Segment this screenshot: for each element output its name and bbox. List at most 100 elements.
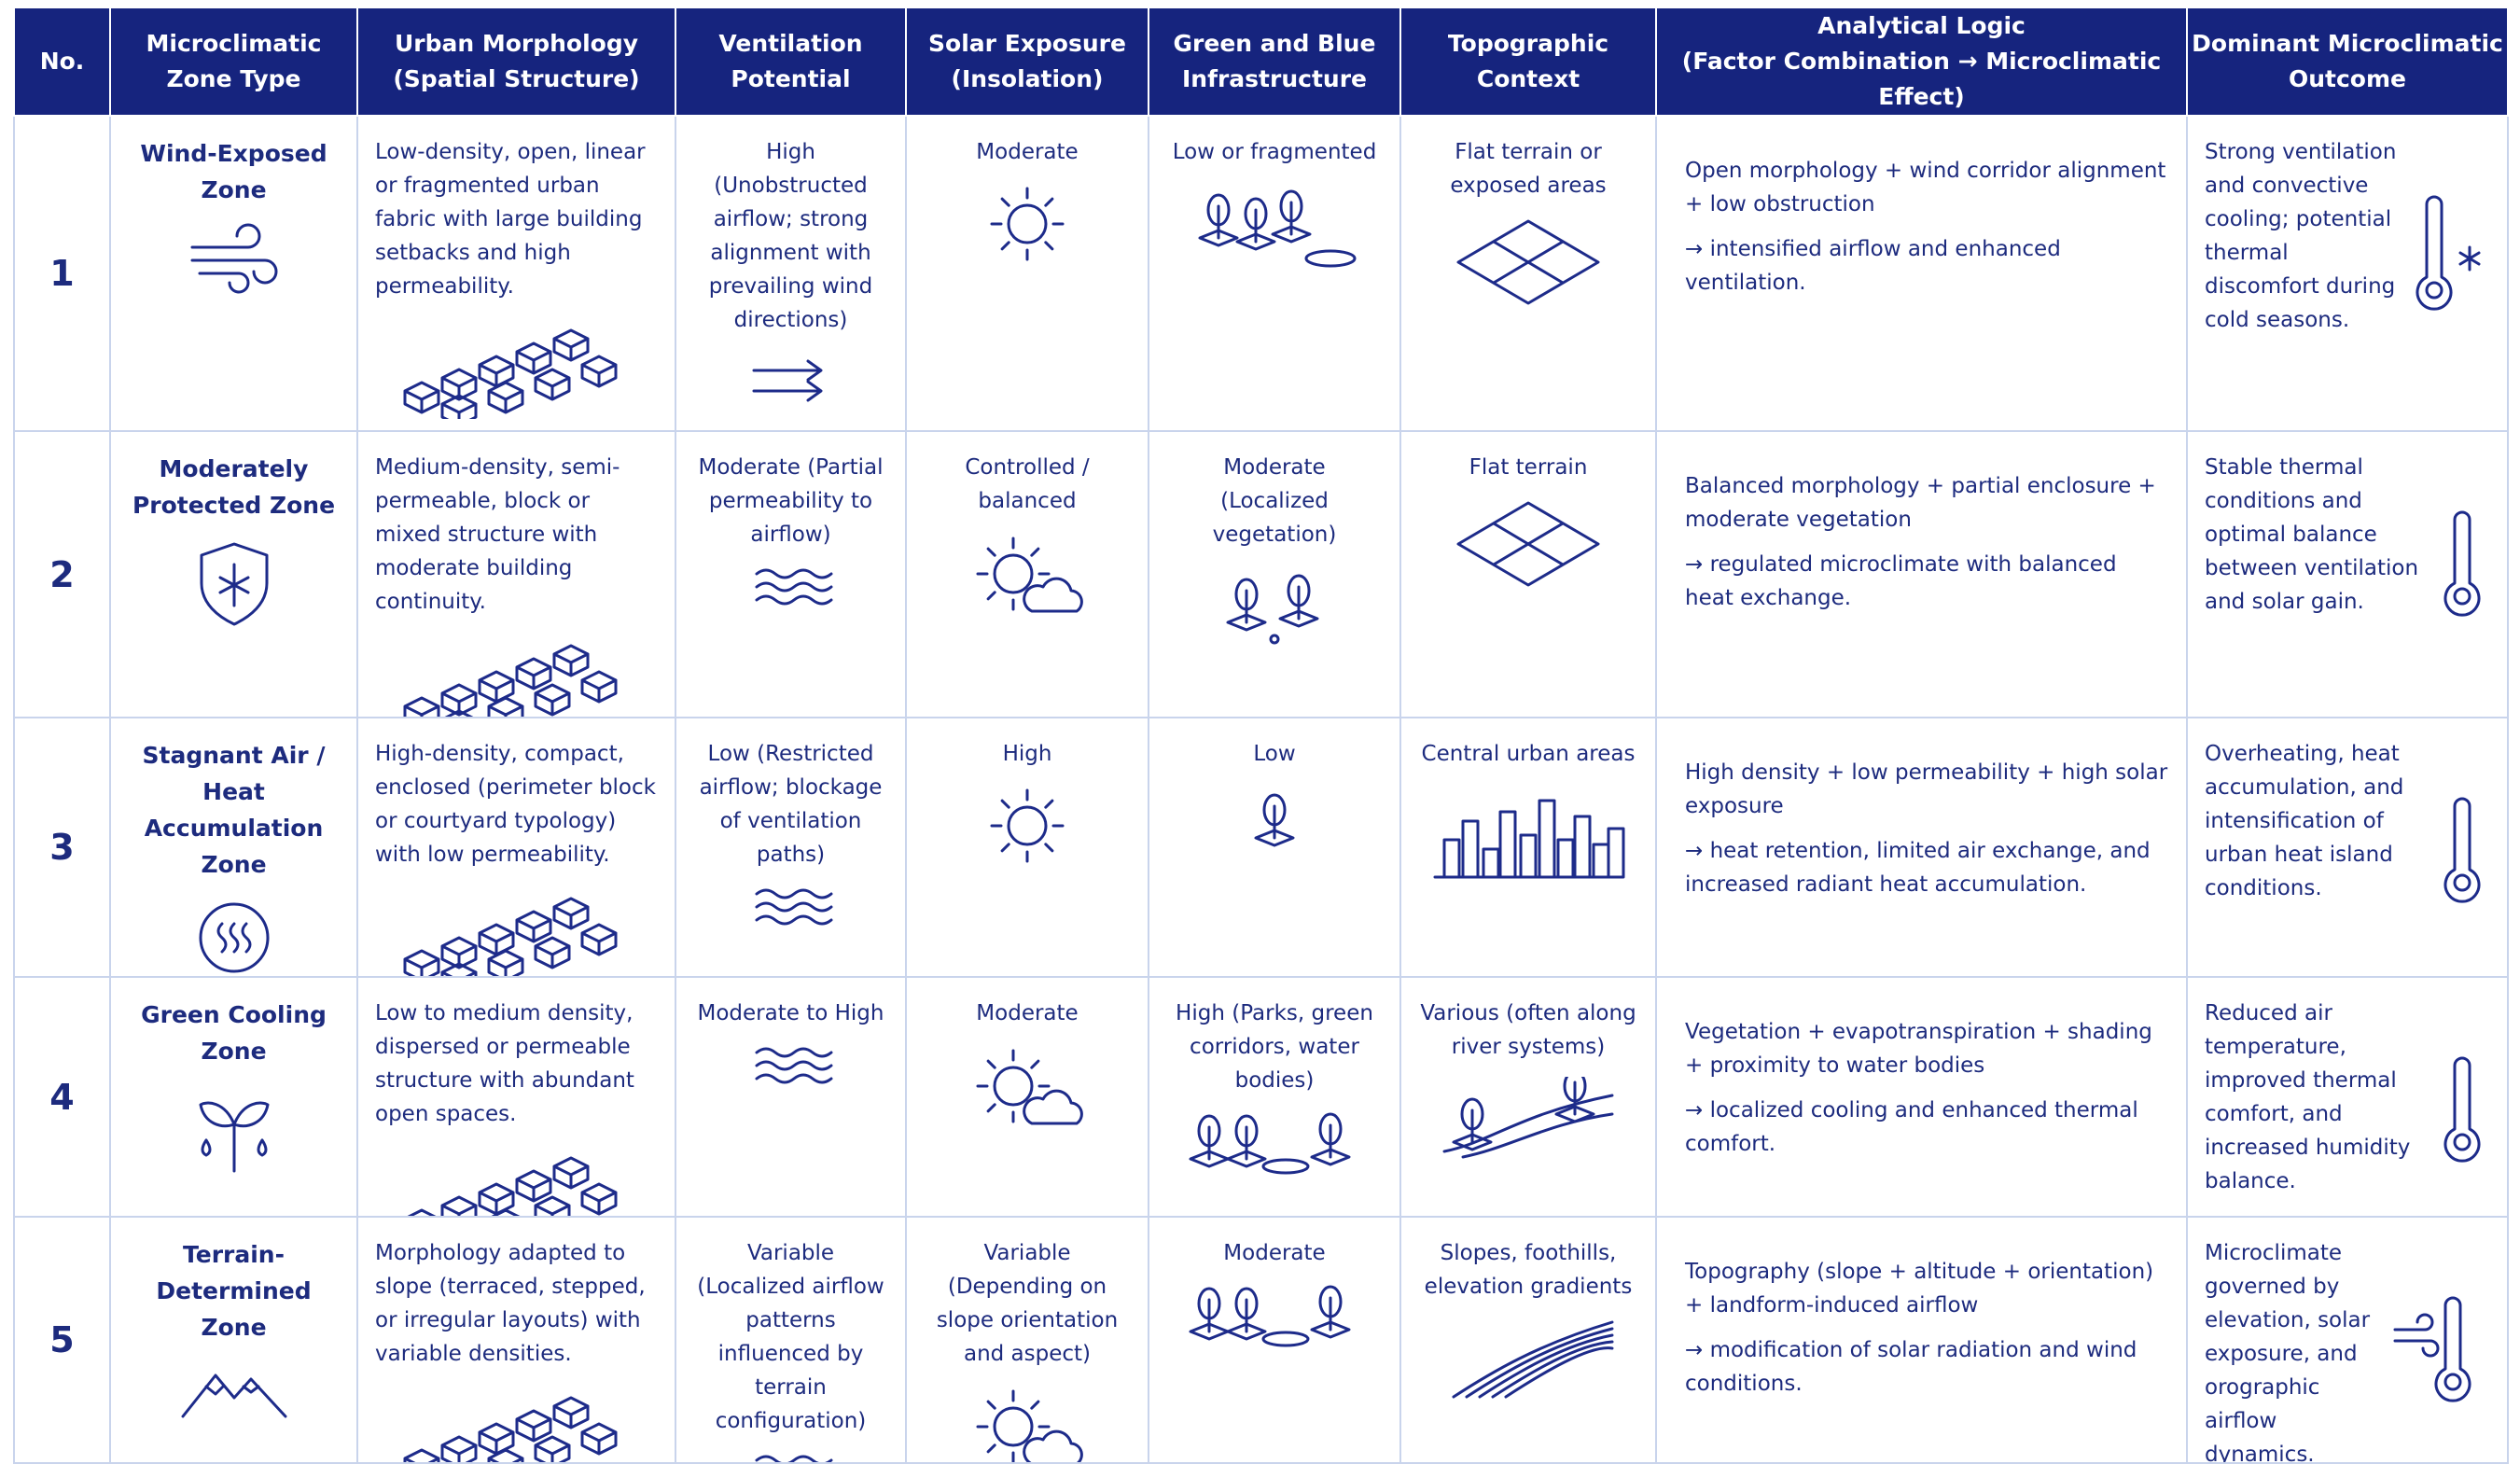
cell: Central urban areas — [1399, 717, 1657, 978]
cell: 5 — [13, 1216, 111, 1464]
zone-row: 5 Terrain-Determined Zone Morphology adapt… — [13, 1216, 2509, 1464]
header-line: Context — [1476, 65, 1580, 92]
icon-shape — [534, 936, 570, 969]
cell: Strong ventilation and convective coolin… — [2186, 115, 2509, 432]
zone-number: 4 — [49, 1076, 75, 1118]
icon-shape — [403, 381, 439, 414]
icon-shape — [993, 553, 1034, 594]
icon-shape — [755, 1060, 832, 1071]
cell: Variable (Localized airflow patterns inf… — [675, 1216, 907, 1464]
header-line: Microclimatic — [146, 30, 322, 57]
icon-shape — [1000, 799, 1010, 809]
zone-type: Wind-Exposed Zone — [140, 140, 327, 203]
icon — [924, 784, 1131, 868]
icon — [2434, 507, 2490, 619]
icon-shape — [580, 923, 617, 956]
cell-body: Variable (Depending on slope orientation… — [908, 1219, 1147, 1461]
cell-body: High (Unobstructed airflow; strong align… — [677, 118, 904, 429]
icon-shape — [403, 696, 439, 716]
icon-shape — [1433, 799, 1625, 879]
icon-shape — [1030, 1059, 1040, 1069]
solar-exposure: Moderate — [976, 1001, 1079, 1025]
icon-shape — [200, 542, 268, 626]
icon-shape — [1023, 1089, 1083, 1125]
cell-body: 2 — [16, 433, 108, 716]
icon-shape — [580, 1182, 617, 1215]
icon-shape — [1235, 232, 1276, 251]
icon-shape — [534, 1435, 570, 1461]
icon-shape — [493, 1208, 518, 1215]
green-blue: Moderate — [1223, 1241, 1326, 1265]
cell: Overheating, heat accumulation, and inte… — [2186, 717, 2509, 978]
icon-shape — [755, 1455, 832, 1461]
icon — [2406, 191, 2490, 313]
logic-effect: → regulated microclimate with balanced h… — [1685, 552, 2117, 610]
icon — [2434, 1053, 2490, 1164]
cell: Moderate to High — [675, 976, 907, 1218]
zone-number: 2 — [49, 553, 75, 595]
icon-shape — [1189, 1285, 1351, 1347]
header-cell: Microclimatic Zone Type — [109, 7, 358, 117]
icon-shape — [190, 223, 277, 294]
icon-shape — [199, 902, 269, 973]
icon-shape — [755, 914, 832, 926]
cell: Controlled / balanced — [905, 430, 1149, 718]
icon — [924, 1043, 1131, 1136]
header-cell: Solar Exposure (Insolation) — [905, 7, 1149, 117]
icon-shape — [755, 888, 832, 926]
icon — [1166, 565, 1383, 658]
icon-shape — [200, 542, 268, 626]
cell-body: Moderate to High — [677, 979, 904, 1215]
icon-shape — [440, 1195, 477, 1215]
cell-body: Moderate — [1150, 1219, 1399, 1461]
cell-body: Balanced morphology + partial enclosure … — [1658, 433, 2185, 716]
cell-body: Green Cooling Zone — [112, 979, 355, 1215]
icon-shape — [440, 394, 477, 419]
logic-factors: Vegetation + evapotranspiration + shadin… — [1685, 1020, 2152, 1078]
icon-shape — [181, 1373, 286, 1418]
icon-shape — [515, 657, 551, 690]
icon-shape — [1519, 833, 1538, 879]
cell: Vegetation + evapotranspiration + shadin… — [1655, 976, 2188, 1218]
icon-shape — [1271, 225, 1312, 244]
topography: Flat terrain — [1469, 455, 1588, 480]
cell: Microclimate governed by elevation, sola… — [2186, 1216, 2509, 1464]
icon-shape — [1030, 547, 1040, 557]
icon-shape — [2458, 245, 2481, 272]
cell: 3 — [13, 717, 111, 978]
cell: High (Parks, green corridors, water bodi… — [1148, 976, 1401, 1218]
header-cell: Dominant Microclimatic Outcome — [2186, 7, 2509, 117]
icon-shape — [218, 563, 249, 607]
icon-shape — [1456, 501, 1600, 587]
icon-shape — [403, 897, 617, 975]
icon — [1418, 216, 1638, 309]
icon-shape — [993, 1406, 1034, 1447]
cell-body: Moderate (Localized vegetation) — [1150, 433, 1399, 716]
icon-shape — [1000, 843, 1010, 853]
icon — [693, 565, 888, 611]
solar-exposure: High — [1002, 742, 1052, 766]
cell-body: High (Parks, green corridors, water bodi… — [1150, 979, 1399, 1215]
icon — [128, 1082, 340, 1176]
header-row: No. Microclimatic Zone Type Urban Morpholog… — [13, 7, 2509, 117]
icon-shape — [1261, 1331, 1310, 1347]
header-line: (Factor Combination → Microclimatic Effe… — [1681, 48, 2162, 110]
cell: Low or fragmented — [1148, 115, 1401, 432]
header-line: Analytical Logic — [1817, 12, 2026, 39]
icon — [1166, 784, 1383, 868]
outcome: Microclimate governed by elevation, sola… — [2205, 1241, 2371, 1462]
cell-body: Flat terrain or exposed areas — [1402, 118, 1654, 429]
cell: High (Unobstructed airflow; strong align… — [675, 115, 907, 432]
icon — [693, 350, 888, 406]
icon-shape — [1456, 501, 1600, 587]
ventilation: Low (Restricted airflow; blockage of ven… — [699, 742, 883, 867]
ventilation: Variable (Localized airflow patterns inf… — [697, 1241, 884, 1433]
logic-effect: → modification of solar radiation and wi… — [1685, 1338, 2137, 1396]
cell: Low-density, open, linear or fragmented … — [356, 115, 676, 432]
cell-body: Moderate — [908, 979, 1147, 1215]
icon-shape — [755, 888, 832, 899]
cell-body: Moderate (Partial permeability to airflo… — [677, 433, 904, 716]
zone-number: 1 — [49, 253, 75, 294]
icon-shape — [478, 670, 514, 704]
cell-body: Low or fragmented — [1150, 118, 1399, 429]
